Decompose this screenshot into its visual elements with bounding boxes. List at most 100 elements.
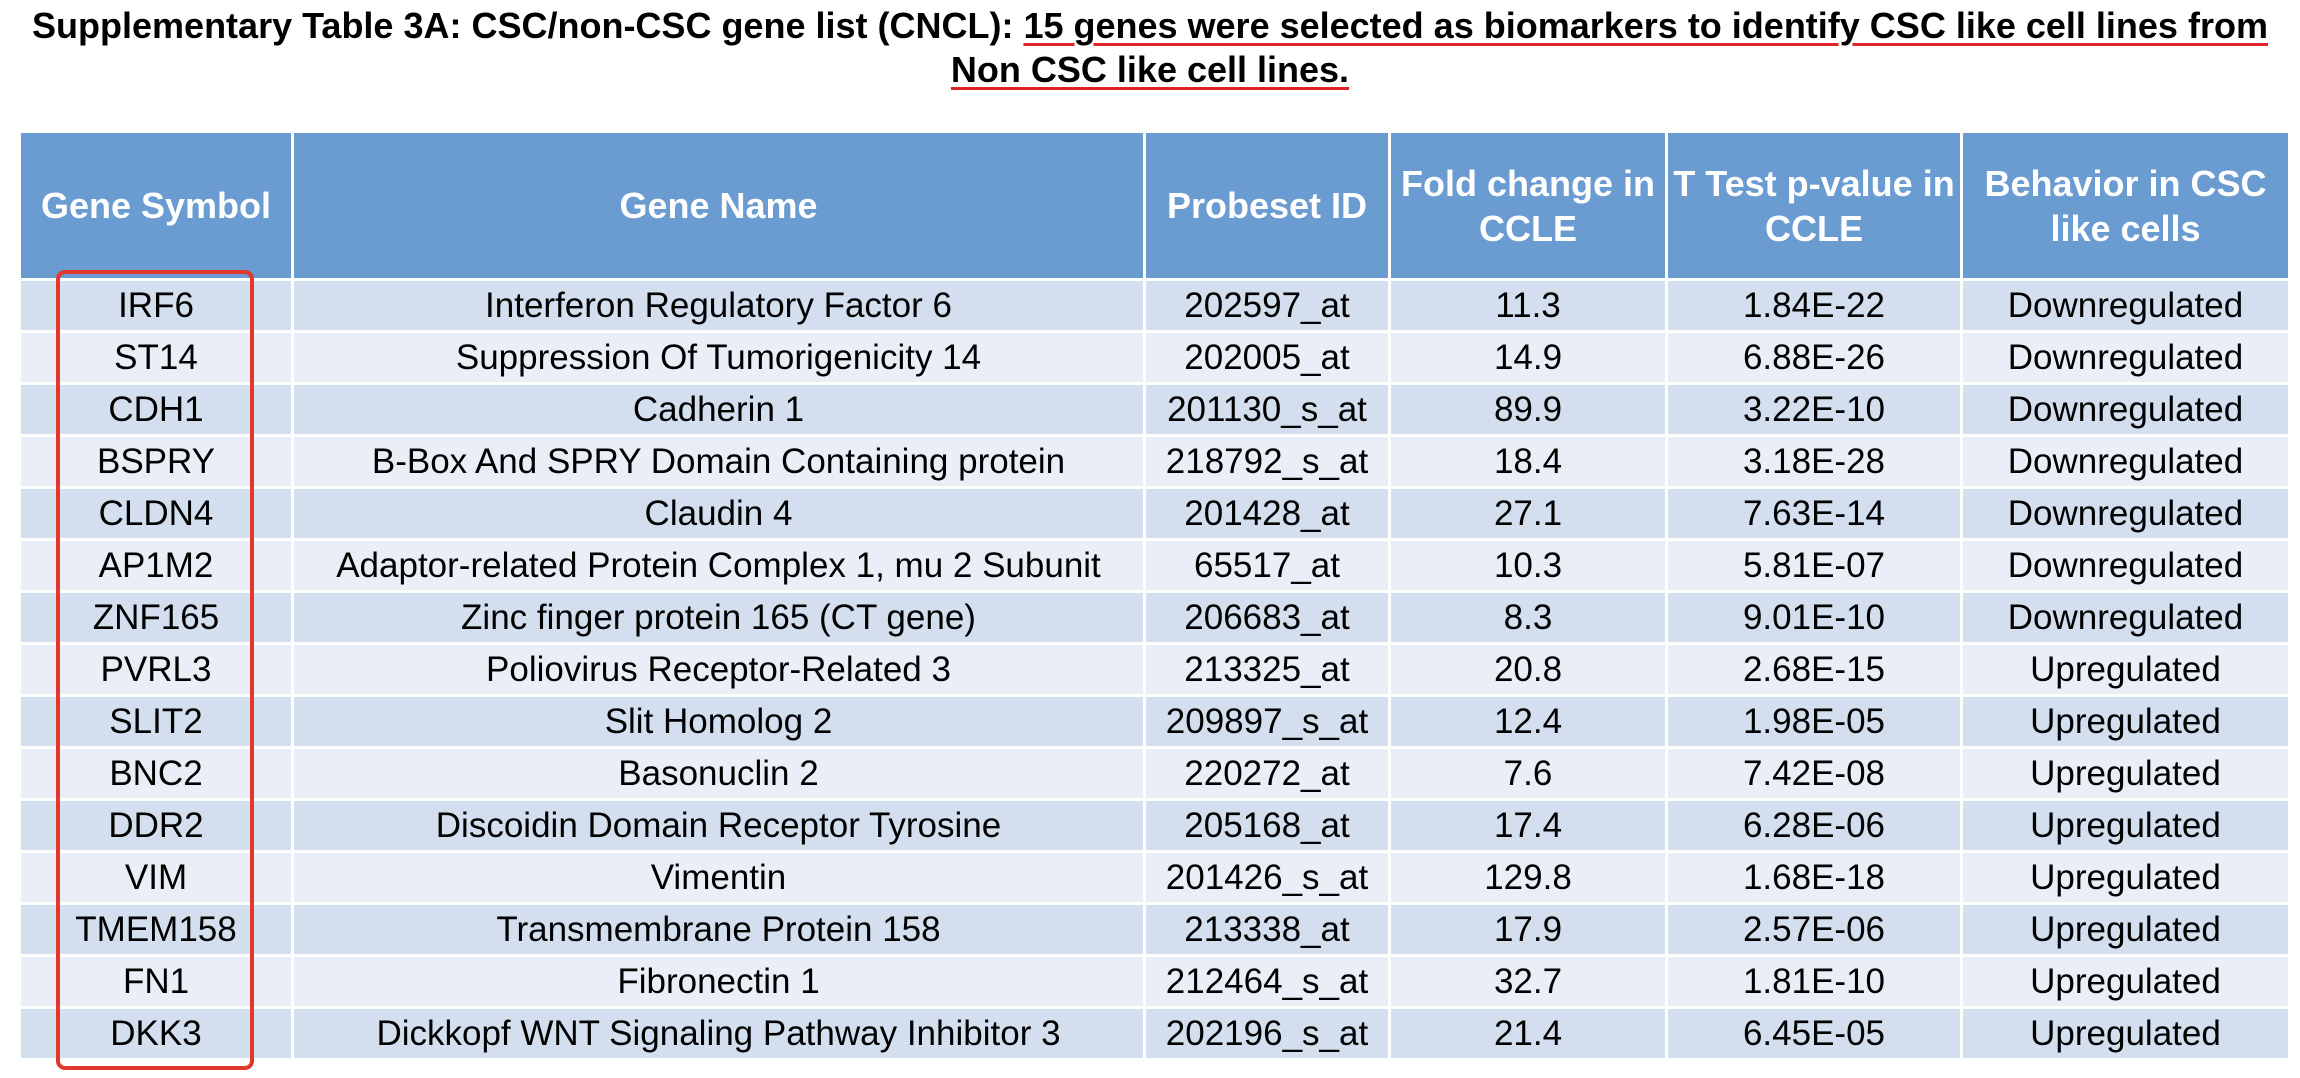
cell-gene-name: Basonuclin 2 — [291, 746, 1146, 801]
table-row: FN1 Fibronectin 1 212464_s_at 32.7 1.81E-10 U… — [18, 954, 2291, 1009]
table-row: PVRL3 Poliovirus Receptor-Related 3 213325… — [18, 642, 2291, 697]
cell-probeset-id: 202196_s_at — [1143, 1006, 1391, 1061]
cell-gene-symbol: AP1M2 — [18, 538, 294, 593]
cell-behavior: Downregulated — [1960, 330, 2291, 385]
header-fold-change: Fold change in CCLE — [1388, 130, 1668, 281]
cell-probeset-id: 202005_at — [1143, 330, 1391, 385]
cell-behavior: Downregulated — [1960, 486, 2291, 541]
cell-gene-symbol: BNC2 — [18, 746, 294, 801]
table-row: DDR2 Discoidin Domain Receptor Tyrosine 20… — [18, 798, 2291, 853]
cell-behavior: Upregulated — [1960, 694, 2291, 749]
cell-gene-name: Poliovirus Receptor-Related 3 — [291, 642, 1146, 697]
cell-probeset-id: 213325_at — [1143, 642, 1391, 697]
cell-probeset-id: 213338_at — [1143, 902, 1391, 957]
cell-fold-change: 21.4 — [1388, 1006, 1668, 1061]
cell-p-value: 1.98E-05 — [1665, 694, 1963, 749]
header-gene-name: Gene Name — [291, 130, 1146, 281]
cell-gene-symbol: ST14 — [18, 330, 294, 385]
cell-behavior: Upregulated — [1960, 746, 2291, 801]
cell-p-value: 1.68E-18 — [1665, 850, 1963, 905]
cell-p-value: 2.68E-15 — [1665, 642, 1963, 697]
table-row: CDH1 Cadherin 1 201130_s_at 89.9 3.22E-10 Dow… — [18, 382, 2291, 437]
table-row: IRF6 Interferon Regulatory Factor 6 202597… — [18, 278, 2291, 333]
cell-p-value: 3.18E-28 — [1665, 434, 1963, 489]
cell-gene-symbol: PVRL3 — [18, 642, 294, 697]
cell-behavior: Upregulated — [1960, 798, 2291, 853]
cell-gene-symbol: DDR2 — [18, 798, 294, 853]
cell-fold-change: 32.7 — [1388, 954, 1668, 1009]
cell-probeset-id: 202597_at — [1143, 278, 1391, 333]
cell-behavior: Upregulated — [1960, 642, 2291, 697]
cell-gene-symbol: BSPRY — [18, 434, 294, 489]
cell-gene-name: Zinc finger protein 165 (CT gene) — [291, 590, 1146, 645]
cell-p-value: 6.88E-26 — [1665, 330, 1963, 385]
cell-p-value: 5.81E-07 — [1665, 538, 1963, 593]
cell-gene-symbol: VIM — [18, 850, 294, 905]
cell-fold-change: 7.6 — [1388, 746, 1668, 801]
cell-probeset-id: 218792_s_at — [1143, 434, 1391, 489]
cell-probeset-id: 212464_s_at — [1143, 954, 1391, 1009]
cell-fold-change: 8.3 — [1388, 590, 1668, 645]
cell-behavior: Downregulated — [1960, 590, 2291, 645]
table-row: TMEM158 Transmembrane Protein 158 213338_a… — [18, 902, 2291, 957]
cell-gene-name: Transmembrane Protein 158 — [291, 902, 1146, 957]
table-row: ST14 Suppression Of Tumorigenicity 14 2020… — [18, 330, 2291, 385]
caption-highlight: 15 genes were selected as biomarkers to … — [950, 5, 2268, 90]
cell-gene-name: Adaptor-related Protein Complex 1, mu 2 … — [291, 538, 1146, 593]
cell-fold-change: 18.4 — [1388, 434, 1668, 489]
cell-probeset-id: 201130_s_at — [1143, 382, 1391, 437]
header-row: Gene Symbol Gene Name Probeset ID Fold c… — [18, 130, 2291, 281]
cell-gene-name: Cadherin 1 — [291, 382, 1146, 437]
cell-gene-name: Vimentin — [291, 850, 1146, 905]
cell-gene-symbol: IRF6 — [18, 278, 294, 333]
header-p-value: T Test p-value in CCLE — [1665, 130, 1963, 281]
table-row: DKK3 Dickkopf WNT Signaling Pathway Inhib… — [18, 1006, 2291, 1061]
header-gene-symbol: Gene Symbol — [18, 130, 294, 281]
cell-gene-name: Dickkopf WNT Signaling Pathway Inhibitor… — [291, 1006, 1146, 1061]
cell-gene-name: Slit Homolog 2 — [291, 694, 1146, 749]
cell-gene-name: Fibronectin 1 — [291, 954, 1146, 1009]
table-row: CLDN4 Claudin 4 201428_at 27.1 7.63E-14 Downr… — [18, 486, 2291, 541]
cell-probeset-id: 65517_at — [1143, 538, 1391, 593]
cell-fold-change: 27.1 — [1388, 486, 1668, 541]
cell-fold-change: 129.8 — [1388, 850, 1668, 905]
table-body: IRF6 Interferon Regulatory Factor 6 202597… — [18, 278, 2291, 1061]
cell-p-value: 1.81E-10 — [1665, 954, 1963, 1009]
cell-fold-change: 11.3 — [1388, 278, 1668, 333]
cell-gene-symbol: FN1 — [18, 954, 294, 1009]
cell-fold-change: 20.8 — [1388, 642, 1668, 697]
cell-gene-symbol: TMEM158 — [18, 902, 294, 957]
cell-fold-change: 17.4 — [1388, 798, 1668, 853]
cell-gene-name: Interferon Regulatory Factor 6 — [291, 278, 1146, 333]
table-caption: Supplementary Table 3A: CSC/non-CSC gene… — [20, 4, 2280, 92]
cell-probeset-id: 220272_at — [1143, 746, 1391, 801]
cell-gene-name: B-Box And SPRY Domain Containing protein — [291, 434, 1146, 489]
cell-gene-symbol: CDH1 — [18, 382, 294, 437]
cell-gene-symbol: CLDN4 — [18, 486, 294, 541]
cell-p-value: 3.22E-10 — [1665, 382, 1963, 437]
cell-behavior: Downregulated — [1960, 538, 2291, 593]
caption-lead: Supplementary Table 3A: CSC/non-CSC gene… — [32, 5, 1024, 46]
cell-probeset-id: 201426_s_at — [1143, 850, 1391, 905]
cell-probeset-id: 206683_at — [1143, 590, 1391, 645]
table-row: SLIT2 Slit Homolog 2 209897_s_at 12.4 1.98E-… — [18, 694, 2291, 749]
cell-gene-symbol: DKK3 — [18, 1006, 294, 1061]
cell-behavior: Upregulated — [1960, 1006, 2291, 1061]
cell-probeset-id: 201428_at — [1143, 486, 1391, 541]
gene-table: Gene Symbol Gene Name Probeset ID Fold c… — [18, 130, 2291, 1061]
cell-probeset-id: 205168_at — [1143, 798, 1391, 853]
header-behavior: Behavior in CSC like cells — [1960, 130, 2291, 281]
cell-fold-change: 14.9 — [1388, 330, 1668, 385]
cell-gene-name: Suppression Of Tumorigenicity 14 — [291, 330, 1146, 385]
cell-behavior: Downregulated — [1960, 382, 2291, 437]
table-header: Gene Symbol Gene Name Probeset ID Fold c… — [18, 130, 2291, 281]
cell-behavior: Downregulated — [1960, 434, 2291, 489]
cell-fold-change: 12.4 — [1388, 694, 1668, 749]
cell-behavior: Upregulated — [1960, 954, 2291, 1009]
table-row: AP1M2 Adaptor-related Protein Complex 1, … — [18, 538, 2291, 593]
cell-gene-name: Claudin 4 — [291, 486, 1146, 541]
cell-gene-symbol: SLIT2 — [18, 694, 294, 749]
cell-gene-name: Discoidin Domain Receptor Tyrosine — [291, 798, 1146, 853]
cell-p-value: 9.01E-10 — [1665, 590, 1963, 645]
cell-p-value: 7.63E-14 — [1665, 486, 1963, 541]
